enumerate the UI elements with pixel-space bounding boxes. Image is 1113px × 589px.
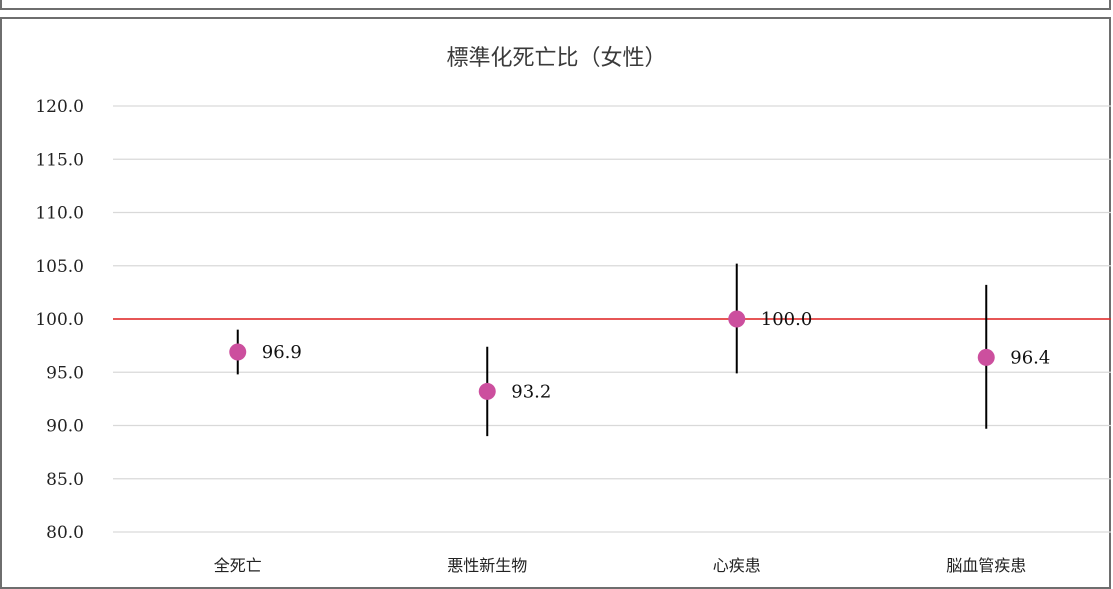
y-tick-label: 105.0	[35, 257, 84, 277]
y-tick-label: 85.0	[46, 470, 84, 490]
data-label: 93.2	[511, 381, 551, 402]
y-tick-label: 110.0	[35, 204, 84, 224]
y-tick-label: 115.0	[35, 150, 84, 170]
y-tick-label: 90.0	[46, 417, 84, 437]
x-tick-label: 悪性新生物	[447, 556, 527, 575]
error-bars	[236, 263, 988, 437]
data-points	[229, 310, 995, 400]
data-point	[229, 343, 247, 361]
data-point	[478, 382, 496, 400]
y-tick-label: 95.0	[46, 363, 84, 383]
x-tick-labels: 全死亡 悪性新生物 心疾患 脳血管疾患	[214, 556, 1027, 575]
y-tick-label: 120.0	[35, 97, 84, 117]
data-label: 96.9	[262, 342, 302, 363]
y-tick-label: 100.0	[35, 310, 84, 330]
x-tick-label: 心疾患	[713, 556, 761, 575]
data-point	[977, 348, 995, 366]
previous-panel-border	[0, 0, 1111, 10]
data-point	[728, 310, 746, 328]
y-tick-label: 80.0	[46, 523, 84, 543]
data-label: 96.4	[1010, 347, 1050, 368]
x-tick-label: 全死亡	[214, 556, 262, 575]
chart-title: 標準化死亡比（女性）	[446, 46, 667, 71]
x-tick-label: 脳血管疾患	[946, 556, 1026, 575]
data-labels: 96.9 93.2 100.0 96.4	[262, 309, 1051, 402]
data-label: 100.0	[761, 309, 813, 330]
y-tick-labels: 120.0 115.0 110.0 105.0 100.0 95.0 90.0 85.0 80.…	[35, 97, 84, 543]
